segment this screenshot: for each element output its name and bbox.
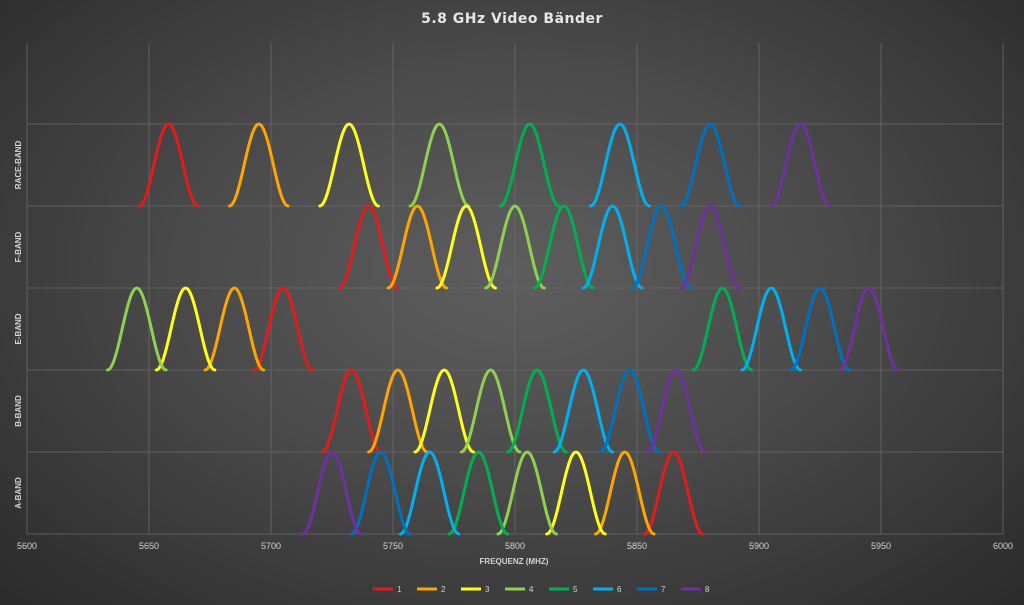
band-a-band <box>301 450 705 536</box>
channel-curve-4 <box>496 450 558 536</box>
legend-label-4: 4 <box>529 585 534 594</box>
channel-curve-2 <box>594 450 656 536</box>
legend-label-6: 6 <box>617 585 622 594</box>
band-e-band <box>106 286 900 372</box>
band-f-band <box>337 204 741 290</box>
band-label-a-band: A-BAND <box>14 477 23 509</box>
channel-curve-1 <box>337 204 400 290</box>
channel-curve-1 <box>252 286 314 372</box>
channel-curve-7 <box>350 450 412 536</box>
band-label-race-band: RACE-BAND <box>14 141 23 190</box>
channel-curve-2 <box>386 204 449 290</box>
band-label-f-band: F-BAND <box>14 231 23 262</box>
legend-label-8: 8 <box>705 585 710 594</box>
channel-curve-3 <box>413 368 476 454</box>
x-tick-label: 5700 <box>261 541 281 551</box>
legend-label-2: 2 <box>441 585 446 594</box>
channel-curve-5 <box>498 122 561 208</box>
band-race-band <box>137 122 832 208</box>
x-tick-label: 5950 <box>871 541 891 551</box>
channel-curve-2 <box>228 122 290 208</box>
channel-curve-6 <box>552 368 615 454</box>
legend-label-3: 3 <box>485 585 490 594</box>
band-b-band <box>320 368 707 454</box>
channel-curve-1 <box>137 122 200 208</box>
y-axis-band-labels: RACE-BAND F-BAND E-BAND B-BAND A-BAND <box>14 141 23 509</box>
chart-title: 5.8 GHz Video Bänder <box>421 11 603 27</box>
channel-curve-7 <box>630 204 693 290</box>
channel-curve-4 <box>484 204 546 290</box>
channel-curve-2 <box>367 368 429 454</box>
x-tick-label: 5800 <box>505 541 525 551</box>
channel-curve-6 <box>581 204 644 290</box>
channel-curve-6 <box>740 286 802 372</box>
channel-curve-6 <box>589 122 651 208</box>
x-tick-label: 5600 <box>17 541 37 551</box>
channel-curve-7 <box>789 286 851 372</box>
channel-curve-5 <box>691 286 754 372</box>
channel-curve-3 <box>435 204 497 290</box>
channel-curve-5 <box>506 368 568 454</box>
channel-curve-4 <box>408 122 471 208</box>
channel-curve-5 <box>533 204 595 290</box>
x-axis-title: FREQUENZ (MHZ) <box>480 557 549 566</box>
legend-label-1: 1 <box>397 585 402 594</box>
channel-curve-8 <box>769 122 832 208</box>
channel-curve-8 <box>301 450 363 536</box>
x-tick-label: 5650 <box>139 541 159 551</box>
channel-curve-8 <box>679 204 741 290</box>
x-tick-label: 5750 <box>383 541 403 551</box>
channel-curve-4 <box>106 286 168 372</box>
legend-label-7: 7 <box>661 585 666 594</box>
channel-curve-8 <box>645 368 707 454</box>
legend-label-5: 5 <box>573 585 578 594</box>
band-label-e-band: E-BAND <box>14 313 23 344</box>
legend: 1 2 3 4 5 6 7 8 <box>373 585 710 594</box>
x-tick-label: 6000 <box>993 541 1013 551</box>
channel-curve-8 <box>838 286 900 372</box>
plot-area <box>106 122 900 536</box>
channel-curve-7 <box>679 122 741 208</box>
x-tick-label: 5900 <box>749 541 769 551</box>
channel-curve-1 <box>320 368 383 454</box>
x-axis-ticks: 5600 5650 5700 5750 5800 5850 5900 5950 6000 <box>17 541 1013 551</box>
channel-curve-3 <box>318 122 380 208</box>
channel-curve-7 <box>598 368 661 454</box>
channel-curve-2 <box>203 286 266 372</box>
channel-curve-3 <box>545 450 607 536</box>
channel-curve-1 <box>642 450 705 536</box>
grid-layer <box>26 43 1004 534</box>
x-tick-label: 5850 <box>627 541 647 551</box>
channel-curve-3 <box>154 286 217 372</box>
band-label-b-band: B-BAND <box>14 395 23 427</box>
channel-curve-5 <box>447 450 510 536</box>
channel-curve-4 <box>459 368 522 454</box>
channel-curve-6 <box>398 450 461 536</box>
